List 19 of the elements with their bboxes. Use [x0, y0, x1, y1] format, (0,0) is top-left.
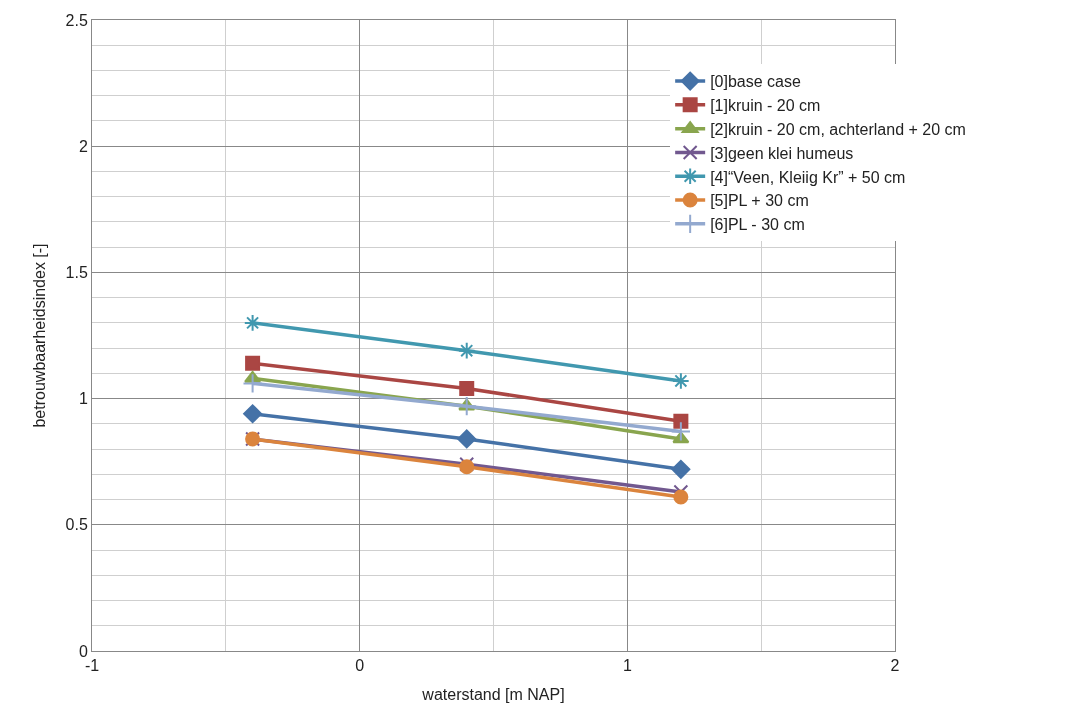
x-tick-label: 2 — [890, 657, 900, 675]
x-tick-label: -1 — [84, 657, 100, 675]
y-tick-label: 1.5 — [65, 264, 88, 281]
x-tick-label: 1 — [622, 657, 632, 675]
x-axis-title: waterstand [m NAP] — [421, 685, 565, 703]
y-axis-title: betrouwbaarheidsindex [-] — [31, 243, 49, 428]
legend-label: [4]“Veen, Kleiig Kr” + 50 cm — [710, 168, 906, 186]
y-tick-label: 1 — [78, 390, 88, 408]
y-tick-label: 2 — [78, 137, 88, 155]
y-tick-label: 0 — [78, 642, 88, 660]
legend-label: [1]kruin - 20 cm — [710, 97, 821, 115]
legend-label: [5]PL + 30 cm — [710, 192, 809, 210]
legend-label: [0]base case — [710, 73, 801, 91]
legend-label: [3]geen klei humeus — [710, 144, 854, 162]
legend-label: [2]kruin - 20 cm, achterland + 20 cm — [710, 120, 966, 138]
y-tick-label: 0.5 — [65, 516, 88, 534]
x-tick-label: 0 — [355, 657, 365, 675]
legend-label: [6]PL - 30 cm — [710, 216, 805, 234]
y-tick-label: 2.5 — [65, 11, 88, 29]
